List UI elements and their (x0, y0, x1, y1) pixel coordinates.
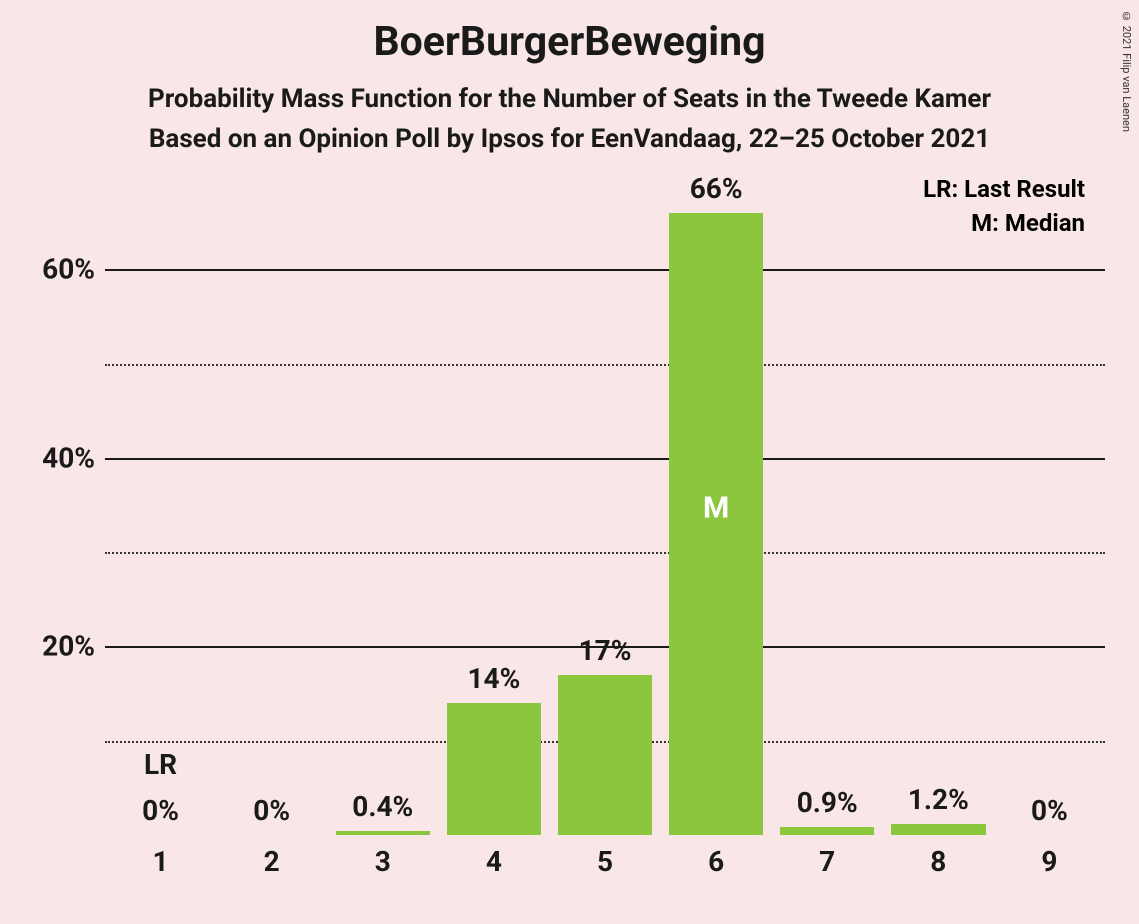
x-axis-label: 8 (930, 845, 946, 878)
bar (558, 675, 652, 835)
bar-value-label: 0.9% (797, 786, 858, 819)
gridline-major (105, 458, 1105, 460)
legend-lr: LR: Last Result (923, 175, 1085, 203)
chart-subtitle-1: Probability Mass Function for the Number… (0, 84, 1139, 114)
bar-value-label: 14% (467, 662, 520, 695)
bar-value-label: 66% (690, 172, 743, 205)
bar-value-label: 17% (579, 634, 632, 667)
bar-value-label: 0% (1031, 794, 1068, 827)
bar (891, 824, 985, 835)
chart-title: BoerBurgerBeweging (0, 0, 1139, 66)
x-axis-label: 7 (819, 845, 835, 878)
bar (447, 703, 541, 835)
y-axis-label: 60% (42, 253, 95, 286)
chart-plot-area: 20%40%60%0%1LR0%20.4%314%417%566%6M0.9%7… (105, 175, 1105, 835)
x-axis-label: 4 (486, 845, 502, 878)
y-axis-label: 40% (42, 441, 95, 474)
y-axis-label: 20% (42, 630, 95, 663)
x-axis-label: 3 (375, 845, 391, 878)
copyright-text: © 2021 Filip van Laenen (1120, 10, 1133, 132)
bar-value-label: 0% (142, 794, 179, 827)
gridline-minor (105, 364, 1105, 366)
chart-legend: LR: Last Result M: Median (923, 175, 1085, 243)
bar (780, 827, 874, 835)
x-axis-label: 6 (708, 845, 724, 878)
lr-marker: LR (144, 748, 177, 781)
bar-value-label: 0.4% (352, 790, 413, 823)
gridline-minor (105, 552, 1105, 554)
gridline-major (105, 269, 1105, 271)
x-axis-label: 5 (597, 845, 613, 878)
bar-value-label: 0% (253, 794, 290, 827)
chart-subtitle-2: Based on an Opinion Poll by Ipsos for Ee… (0, 124, 1139, 154)
x-axis-label: 1 (153, 845, 169, 878)
median-marker: M (703, 490, 729, 525)
legend-median: M: Median (923, 209, 1085, 237)
x-axis-label: 2 (264, 845, 280, 878)
x-axis-label: 9 (1041, 845, 1057, 878)
bar-value-label: 1.2% (908, 783, 969, 816)
bar (336, 831, 430, 835)
